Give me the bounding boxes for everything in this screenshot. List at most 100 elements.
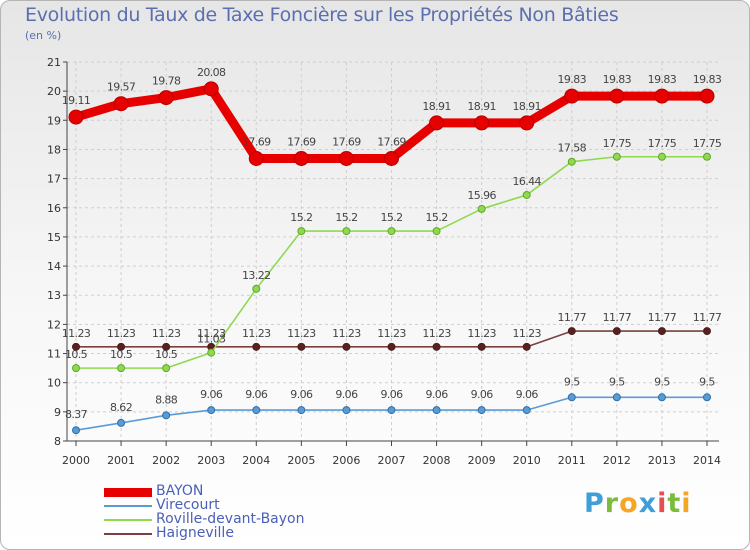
- chart-unit: (en %): [25, 29, 62, 42]
- data-point: [703, 393, 711, 402]
- data-point: [72, 364, 80, 373]
- logo-letter: r: [604, 488, 620, 519]
- data-point: [567, 393, 576, 402]
- data-label: 11.23: [377, 327, 406, 340]
- data-point: [72, 342, 80, 351]
- data-point: [703, 152, 711, 161]
- data-point: [252, 406, 261, 415]
- data-label: 9.06: [380, 388, 403, 401]
- data-label: 17.69: [242, 135, 271, 148]
- data-label: 11.77: [648, 311, 677, 324]
- data-point: [567, 327, 576, 336]
- data-label: 15.2: [380, 211, 402, 224]
- data-label: 9.5: [564, 375, 580, 388]
- data-label: 19.11: [62, 94, 91, 107]
- data-point: [252, 284, 261, 293]
- legend-swatch-haigneville: [104, 533, 152, 535]
- proxiti-logo: Proxiti: [584, 488, 692, 519]
- y-tick-label: 17: [47, 173, 61, 186]
- legend-item-bayon[interactable]: BAYON: [104, 483, 364, 499]
- chart-title: Evolution du Taux de Taxe Foncière sur l…: [25, 4, 619, 26]
- data-label: 10.5: [65, 348, 88, 361]
- data-label: 11.77: [603, 311, 632, 324]
- data-labels: 19.11 19.57 19.78 20.08 17.69 17.69 17.69 17.69…: [62, 66, 723, 421]
- legend-swatch-roville: [104, 519, 152, 521]
- data-point: [68, 109, 84, 125]
- data-label: 9.06: [290, 388, 313, 401]
- data-point: [387, 406, 396, 415]
- data-point: [158, 90, 174, 106]
- data-point: [612, 152, 621, 161]
- data-point: [654, 88, 670, 104]
- x-tick-label: 2008: [423, 454, 451, 467]
- legend-swatch-bayon: [104, 488, 152, 497]
- x-tick-label: 2004: [242, 454, 270, 467]
- legend-item-virecourt[interactable]: Virecourt: [104, 497, 364, 513]
- data-point: [657, 327, 666, 336]
- data-point: [297, 342, 306, 351]
- y-tick-label: 11: [47, 348, 61, 361]
- x-tick-label: 2002: [152, 454, 180, 467]
- data-point: [162, 364, 171, 373]
- legend-item-roville[interactable]: Roville-devant-Bayon: [104, 512, 364, 527]
- data-label: 9.06: [335, 388, 358, 401]
- data-label: 18.91: [467, 100, 496, 113]
- data-point: [567, 157, 576, 166]
- y-tick-label: 8: [54, 435, 61, 448]
- x-tick-label: 2012: [603, 454, 631, 467]
- data-label: 19.83: [603, 73, 632, 86]
- x-tick-label: 2000: [62, 454, 90, 467]
- data-label: 9.06: [245, 388, 268, 401]
- data-point: [342, 342, 351, 351]
- data-label: 9.06: [426, 388, 449, 401]
- y-tick-label: 13: [47, 289, 61, 302]
- data-label: 15.2: [290, 211, 312, 224]
- data-point: [522, 342, 531, 351]
- data-point: [609, 88, 625, 104]
- data-label: 17.58: [558, 142, 587, 155]
- data-label: 17.69: [332, 135, 361, 148]
- data-point: [72, 426, 80, 435]
- data-label: 15.2: [426, 211, 448, 224]
- data-point: [113, 96, 129, 112]
- y-tick-label: 16: [47, 202, 61, 215]
- data-label: 13.22: [242, 269, 271, 282]
- data-point: [699, 88, 715, 104]
- x-tick-label: 2006: [332, 454, 360, 467]
- series-virecourt: [72, 393, 711, 435]
- data-label: 10.5: [155, 348, 178, 361]
- data-label: 8.88: [155, 393, 178, 406]
- data-label: 19.83: [648, 73, 677, 86]
- data-label: 19.83: [693, 73, 722, 86]
- data-point: [522, 406, 531, 415]
- data-point: [387, 342, 396, 351]
- axes: 8 9 10 11 12 13 14 15 16 17 18 19 20 21 2000 2001 2002 20…: [47, 56, 721, 467]
- data-point: [248, 150, 264, 166]
- data-point: [564, 88, 580, 104]
- legend-item-haigneville[interactable]: Haigneville: [104, 525, 364, 541]
- legend-label-haigneville: Haigneville: [156, 525, 234, 541]
- data-point: [297, 406, 306, 415]
- legend-label-virecourt: Virecourt: [156, 497, 220, 513]
- logo-letter: o: [619, 488, 639, 519]
- y-tick-label: 19: [47, 114, 61, 127]
- data-label: 9.06: [471, 388, 494, 401]
- data-label: 11.23: [197, 327, 226, 340]
- y-tick-label: 10: [47, 377, 61, 390]
- y-tick-label: 20: [47, 85, 61, 98]
- data-label: 9.5: [699, 375, 715, 388]
- data-point: [207, 348, 216, 357]
- data-point: [432, 227, 441, 236]
- data-label: 20.08: [197, 66, 226, 79]
- data-point: [387, 227, 396, 236]
- x-tick-label: 2011: [558, 454, 586, 467]
- y-tick-label: 12: [47, 318, 61, 331]
- data-label: 9.5: [654, 375, 670, 388]
- x-tick-label: 2005: [287, 454, 315, 467]
- legend-label-bayon: BAYON: [156, 483, 204, 499]
- x-tick-label: 2013: [648, 454, 676, 467]
- data-point: [117, 418, 126, 427]
- data-point: [384, 150, 399, 166]
- y-tick-label: 21: [47, 56, 61, 69]
